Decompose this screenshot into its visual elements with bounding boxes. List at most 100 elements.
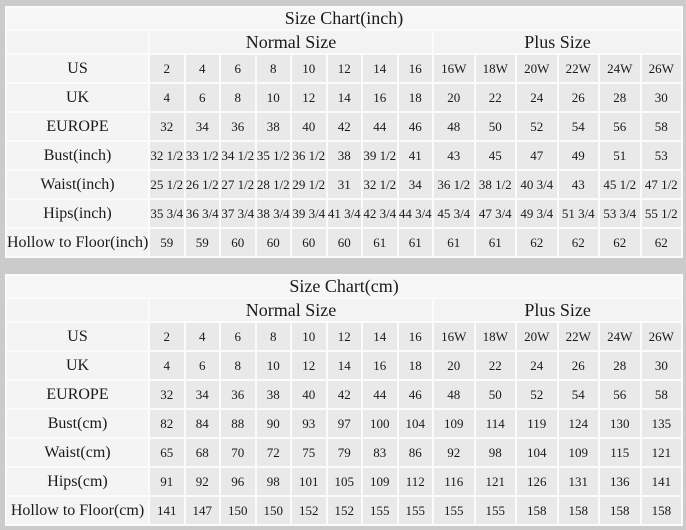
data-cell-plus: 115: [598, 437, 642, 468]
data-cell-normal: 26 1/2: [183, 169, 221, 200]
size-table: Size Chart(inch) Normal Size Plus Size US 2 4…: [5, 6, 683, 258]
data-cell-plus: 58: [639, 379, 684, 410]
data-cell-plus: 28: [598, 350, 642, 381]
data-cell-plus: 22: [473, 82, 517, 113]
data-cell-plus: 24W: [598, 321, 642, 352]
data-cell-normal: 155: [396, 495, 434, 526]
data-cell-normal: 152: [325, 495, 363, 526]
data-cell-plus: 28: [598, 82, 642, 113]
data-cell-normal: 141: [148, 495, 186, 526]
data-cell-plus: 49 3/4: [515, 198, 559, 229]
data-cell-plus: 16W: [432, 53, 476, 84]
data-cell-normal: 29 1/2: [290, 169, 328, 200]
data-cell-normal: 82: [148, 408, 186, 439]
data-cell-normal: 65: [148, 437, 186, 468]
data-cell-plus: 26: [556, 350, 600, 381]
data-cell-plus: 56: [598, 379, 642, 410]
data-cell-normal: 86: [396, 437, 434, 468]
data-cell-plus: 116: [432, 466, 476, 497]
data-cell-plus: 45 3/4: [432, 198, 476, 229]
data-cell-normal: 36 1/2: [290, 140, 328, 171]
data-cell-normal: 97: [325, 408, 363, 439]
data-cell-normal: 59: [148, 227, 186, 258]
data-cell-plus: 50: [473, 379, 517, 410]
data-cell-normal: 12: [325, 321, 363, 352]
data-cell-normal: 36: [219, 111, 257, 142]
data-cell-plus: 98: [473, 437, 517, 468]
data-cell-normal: 39 1/2: [361, 140, 399, 171]
data-cell-normal: 31: [325, 169, 363, 200]
data-cell-plus: 26W: [639, 321, 684, 352]
data-cell-plus: 61: [473, 227, 517, 258]
data-cell-plus: 47 3/4: [473, 198, 517, 229]
data-cell-plus: 30: [639, 82, 683, 113]
data-cell-plus: 130: [598, 408, 642, 439]
data-cell-normal: 93: [290, 408, 328, 439]
data-cell-plus: 104: [515, 437, 559, 468]
data-cell-normal: 152: [290, 495, 328, 526]
data-cell-plus: 62: [556, 227, 600, 258]
data-cell-normal: 10: [254, 82, 292, 113]
size-table: Size Chart(cm) Normal Size Plus Size US 2 4 6 8…: [4, 274, 684, 526]
data-cell-normal: 41 3/4: [325, 198, 363, 229]
data-cell-normal: 8: [219, 82, 257, 113]
data-cell-normal: 32 1/2: [148, 140, 186, 171]
data-cell-plus: 124: [556, 408, 600, 439]
data-cell-normal: 44: [361, 111, 399, 142]
data-cell-normal: 96: [219, 466, 257, 497]
data-cell-normal: 14: [325, 350, 363, 381]
data-cell-plus: 43: [556, 169, 600, 200]
data-cell-plus: 26W: [639, 53, 683, 84]
data-cell-normal: 40: [290, 111, 328, 142]
data-cell-normal: 16: [361, 82, 399, 113]
data-cell-normal: 32: [148, 379, 186, 410]
data-cell-plus: 131: [556, 466, 600, 497]
data-cell-normal: 8: [254, 321, 292, 352]
row-label: Waist(cm): [5, 437, 150, 468]
data-cell-plus: 43: [432, 140, 476, 171]
data-cell-plus: 20: [432, 350, 476, 381]
data-cell-normal: 60: [325, 227, 363, 258]
row-label: EUROPE: [5, 379, 150, 410]
data-cell-plus: 16W: [432, 321, 476, 352]
data-cell-normal: 27 1/2: [219, 169, 257, 200]
plus-size-header: Plus Size: [432, 29, 683, 55]
plus-size-header: Plus Size: [431, 297, 684, 323]
data-cell-plus: 58: [639, 111, 683, 142]
data-cell-normal: 101: [290, 466, 328, 497]
data-cell-normal: 34: [396, 169, 434, 200]
data-cell-normal: 8: [254, 53, 292, 84]
data-cell-normal: 6: [183, 82, 221, 113]
data-cell-plus: 55 1/2: [639, 198, 683, 229]
data-cell-normal: 12: [290, 350, 328, 381]
data-cell-plus: 20: [432, 82, 476, 113]
data-cell-normal: 35 1/2: [254, 140, 292, 171]
data-cell-plus: 51 3/4: [556, 198, 600, 229]
data-cell-normal: 150: [254, 495, 292, 526]
data-cell-normal: 40: [290, 379, 328, 410]
data-cell-normal: 16: [396, 53, 434, 84]
data-cell-normal: 33 1/2: [183, 140, 221, 171]
data-cell-normal: 10: [290, 321, 328, 352]
data-cell-normal: 16: [361, 350, 399, 381]
row-label: US: [5, 53, 150, 84]
data-cell-plus: 52: [515, 111, 559, 142]
data-cell-normal: 60: [219, 227, 257, 258]
table-title: Size Chart(cm): [4, 274, 684, 299]
data-cell-plus: 155: [432, 495, 476, 526]
data-cell-plus: 22: [473, 350, 517, 381]
data-cell-normal: 12: [325, 53, 363, 84]
data-cell-plus: 62: [598, 227, 642, 258]
data-cell-plus: 45: [473, 140, 517, 171]
data-cell-plus: 24: [515, 82, 559, 113]
data-cell-plus: 61: [432, 227, 476, 258]
data-cell-normal: 38: [254, 111, 292, 142]
data-cell-normal: 35 3/4: [148, 198, 186, 229]
data-cell-plus: 48: [432, 111, 476, 142]
data-cell-normal: 70: [219, 437, 257, 468]
data-cell-plus: 18W: [473, 321, 517, 352]
data-cell-normal: 18: [396, 350, 434, 381]
data-cell-normal: 104: [396, 408, 434, 439]
data-cell-plus: 47 1/2: [639, 169, 683, 200]
